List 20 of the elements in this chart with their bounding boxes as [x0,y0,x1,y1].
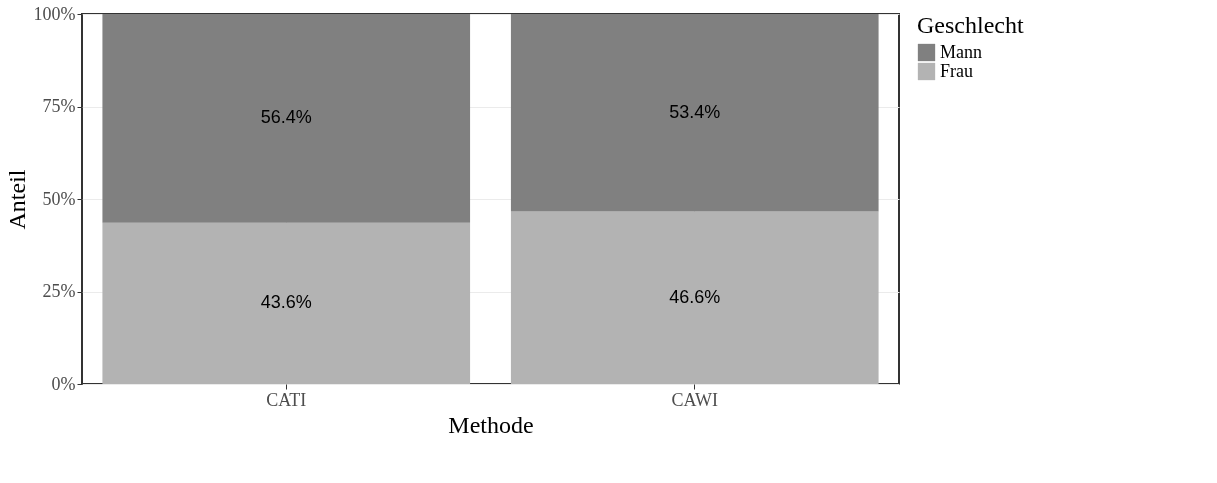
data-label: 56.4% [260,107,312,128]
y-tick-label: 25% [42,281,76,301]
y-tick-label: 50% [42,188,76,209]
y-axis-title: Anteil [3,169,30,230]
legend-label: Frau [940,60,973,81]
bar [510,14,879,212]
legend-title: Geschlecht [917,12,1024,38]
x-tick-label: CAWI [671,389,719,410]
x-tick-label: CATI [266,389,307,410]
bar [510,211,879,384]
y-tick-label: 75% [42,96,76,116]
y-tick-label: 100% [33,3,76,24]
y-tick-label: 0% [51,373,76,394]
bar [102,222,471,384]
x-axis-title: Methode [448,411,534,438]
bar [102,14,471,223]
data-label: 46.6% [669,286,721,307]
data-label: 53.4% [669,101,721,122]
legend-label: Mann [940,41,982,62]
data-label: 43.6% [260,292,312,313]
